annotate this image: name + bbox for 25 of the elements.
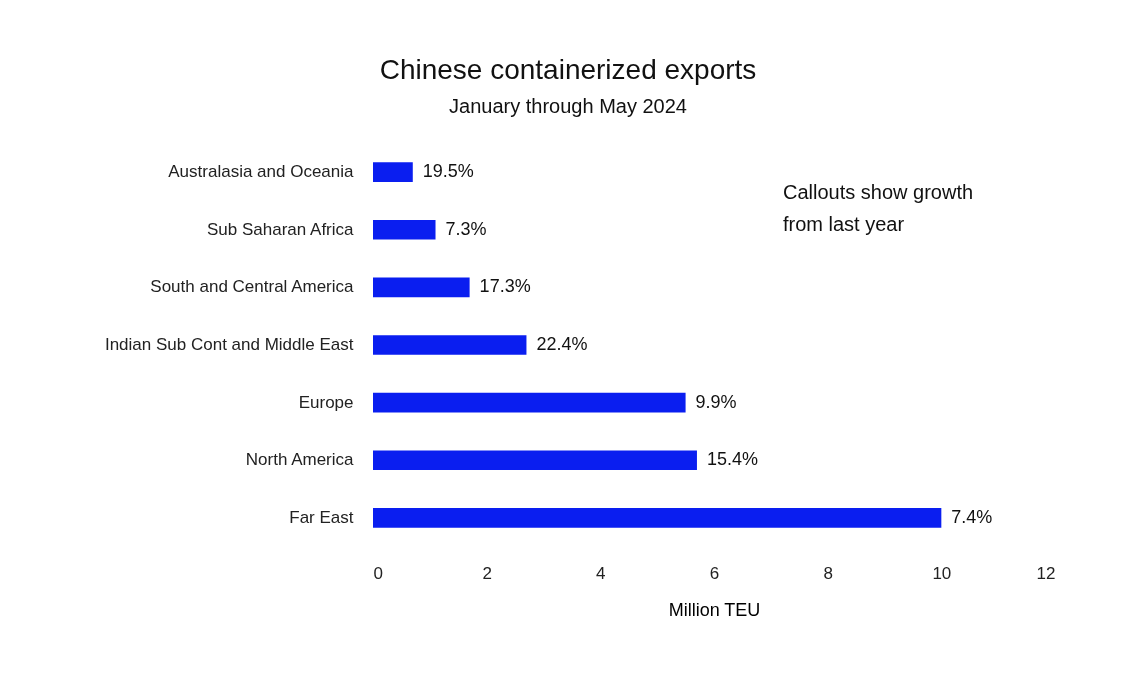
annotation: 19.5% [422,161,474,182]
annotation: 7.3% [445,218,487,239]
chart-subtitle: January through May 2024 [449,95,687,117]
y-tick-label: Far East [289,507,354,527]
x-tick-label: 6 [709,563,720,583]
x-tick-label: 8 [823,563,833,583]
chart-title: Chinese containerized exports [379,54,757,85]
y-tick-label: North America [245,450,355,470]
y-tick-label: Sub Saharan Africa [207,219,355,239]
annotation: 15.4% [706,449,758,470]
y-tick-label: South and Central America [150,277,355,297]
annotation: 22.4% [536,334,588,354]
annotation: Callouts show growth from last year [783,181,974,235]
y-tick-label: Australasia and Oceania [168,162,355,182]
annotation: 9.9% [695,391,737,412]
x-tick-label: 12 [1036,563,1056,583]
x-axis-title: Million TEU [668,599,761,620]
annotation: 17.3% [479,276,531,297]
x-tick-label: 2 [482,563,492,583]
y-tick-label: Indian Sub Cont and Middle East [104,335,354,354]
x-tick-label: 0 [373,563,383,583]
y-tick-label: Europe [298,392,354,412]
x-tick-label: 4 [596,563,606,583]
annotation: 7.4% [951,506,993,527]
x-tick-label: 10 [932,563,952,583]
